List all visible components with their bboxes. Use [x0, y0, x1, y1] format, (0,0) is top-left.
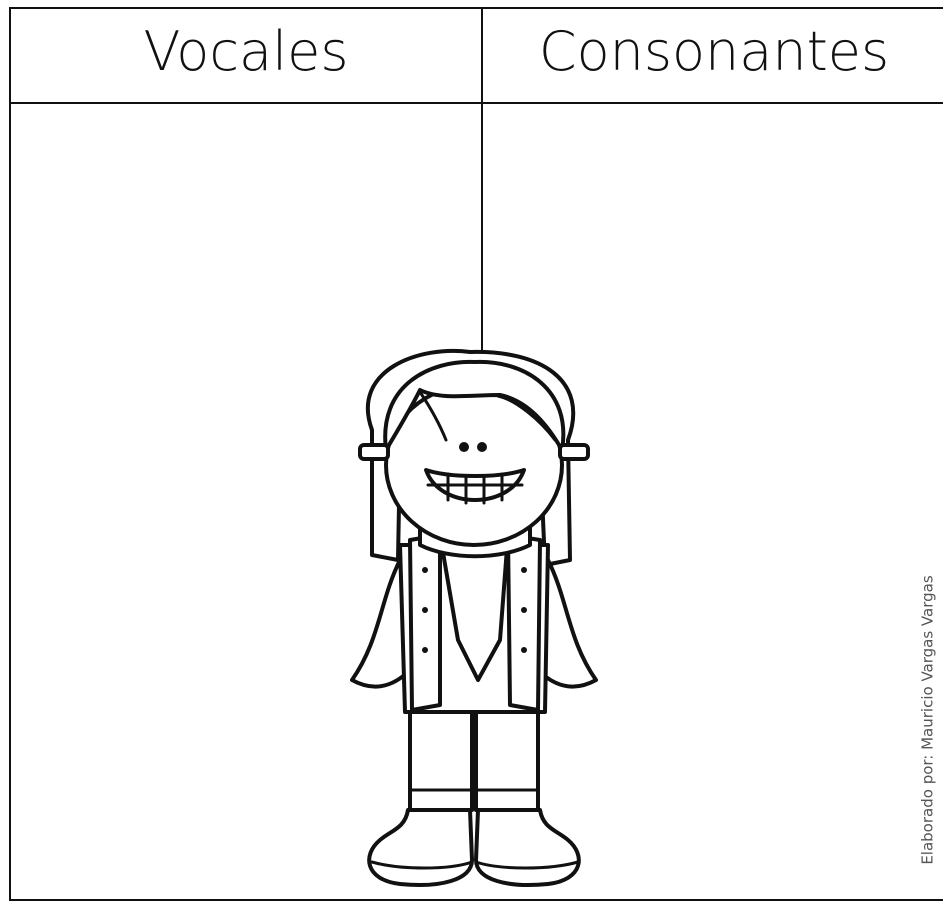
- column-header: Consonantes: [539, 20, 889, 83]
- column-header: Vocales: [144, 20, 349, 83]
- credit-text: Elaborado por: Mauricio Vargas Vargas: [919, 575, 937, 865]
- girl-illustration: [350, 348, 598, 887]
